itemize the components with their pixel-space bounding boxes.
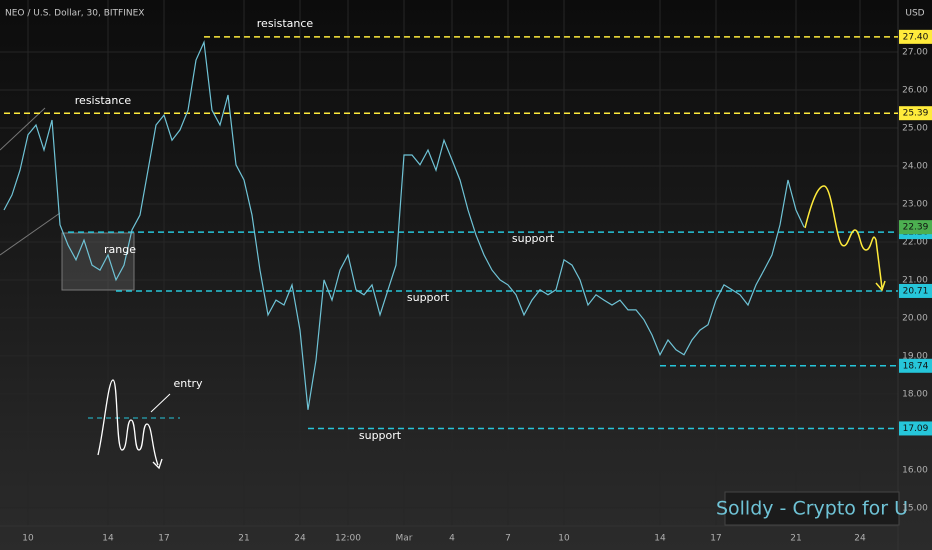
annotation: support (359, 429, 402, 442)
channel-line (0, 212, 61, 256)
annotation: range (104, 243, 136, 256)
x-tick-label: 17 (710, 534, 721, 544)
x-tick-label: 7 (505, 534, 511, 544)
y-tick-label: 21.00 (902, 275, 928, 285)
annotation: resistance (257, 17, 314, 30)
projection-arrow (875, 280, 886, 292)
watermark-box (724, 491, 900, 526)
y-tick-label: 15.00 (902, 503, 928, 513)
price-line (3, 39, 805, 410)
y-tick-label: 23.00 (902, 199, 928, 209)
channel-line (0, 107, 46, 151)
price-tag (899, 421, 932, 436)
y-axis-label: USD (905, 9, 924, 19)
annotation: resistance (75, 94, 132, 107)
x-tick-label: 17 (158, 534, 169, 544)
x-tick-label: 4 (449, 534, 455, 544)
price-tag (899, 358, 932, 373)
x-tick-label: 21 (238, 534, 249, 544)
annotation: support (407, 291, 450, 304)
x-tick-label: 24 (294, 534, 306, 544)
annotation: entry (173, 377, 203, 390)
plot (3, 39, 805, 410)
price-tag (899, 220, 932, 235)
x-tick-label: Mar (396, 534, 413, 544)
y-tick-label: 20.00 (902, 313, 928, 323)
y-tick-label: 25.00 (902, 124, 928, 134)
y-tick-label: 16.00 (902, 465, 928, 475)
y-tick-label: 27.00 (902, 48, 928, 58)
entry-pointer (150, 393, 171, 413)
y-tick-label: 18.00 (902, 389, 928, 399)
levels (4, 36, 898, 430)
annotation: support (512, 232, 555, 245)
x-tick-label: 24 (854, 534, 866, 544)
x-tick-label: 14 (102, 534, 114, 544)
y-tick-label: 19.00 (902, 351, 928, 361)
y-tick-label: 26.00 (902, 86, 928, 96)
x-tick-label: 14 (654, 534, 666, 544)
y-tick-label: 24.00 (902, 161, 928, 171)
range-box (61, 232, 135, 291)
entry-sketch-arrow (152, 458, 163, 470)
price-tag (899, 29, 932, 44)
x-tick-label: 21 (790, 534, 801, 544)
price-tag-label: 25.39 (903, 109, 929, 119)
projection-path (804, 185, 883, 289)
price-tag-label: 17.09 (903, 424, 929, 434)
entry-sketch (97, 379, 159, 466)
y-tick-label: 22.00 (902, 237, 928, 247)
price-tag (899, 283, 932, 298)
price-tag-label: 18.74 (903, 361, 929, 371)
watermark: Solldy - Crypto for U (716, 498, 908, 520)
grid (0, 0, 898, 526)
chart-title: NEO / U.S. Dollar, 30, BITFINEX (5, 9, 144, 19)
price-tag-label: 27.40 (903, 32, 929, 42)
price-tag-label: 22.39 (903, 223, 929, 233)
price-tag (899, 106, 932, 121)
x-tick-label: 10 (558, 534, 570, 544)
price-tag-label: 20.71 (903, 286, 929, 296)
x-tick-label: 12:00 (335, 534, 361, 544)
x-tick-label: 10 (22, 534, 34, 544)
